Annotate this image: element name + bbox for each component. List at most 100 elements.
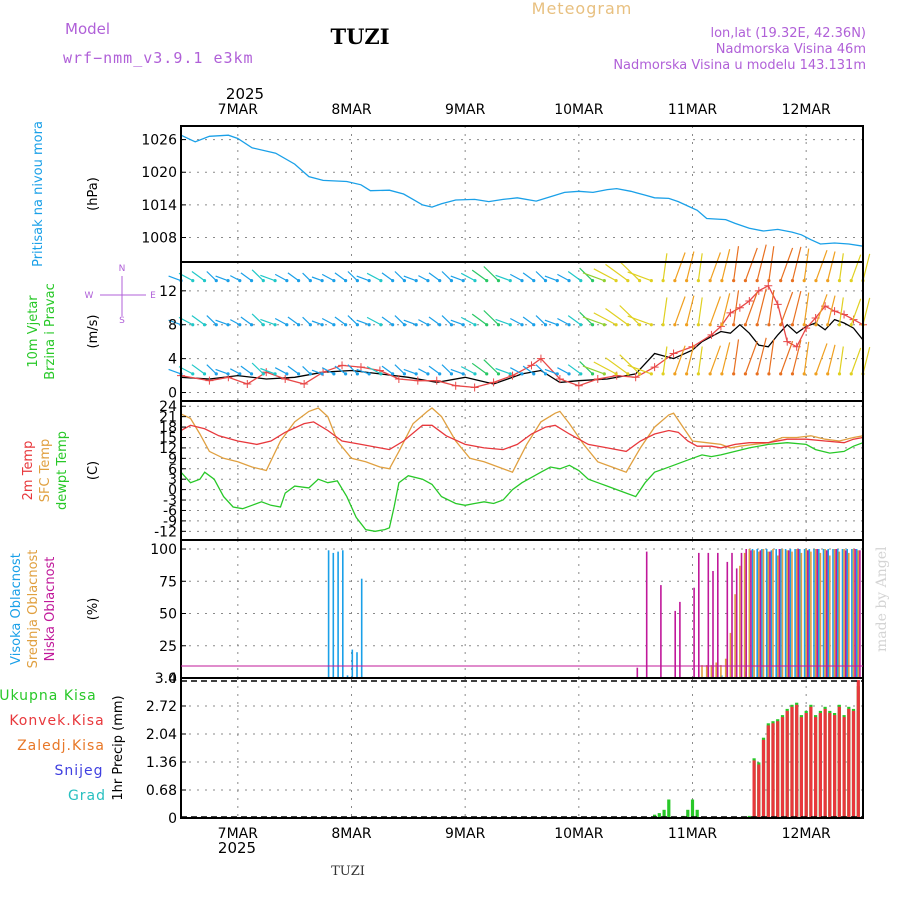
ytick-pressure: 1020 bbox=[141, 165, 177, 181]
ytick-cloud: 100 bbox=[150, 542, 177, 558]
wind-barb bbox=[311, 276, 323, 282]
wind-barb-dot bbox=[249, 372, 254, 376]
wind-barb bbox=[334, 272, 346, 282]
wind-barb-dot bbox=[520, 323, 524, 327]
wind-barb-dot bbox=[649, 279, 653, 283]
bar-cloud-1 bbox=[852, 549, 855, 678]
bar-cloud-2 bbox=[726, 561, 729, 678]
bar-cloud-1 bbox=[710, 665, 713, 678]
wind-barb-dot bbox=[579, 279, 583, 283]
ytick-temp: -9 bbox=[163, 514, 177, 530]
bar-cloud-1 bbox=[810, 551, 812, 678]
wind-barb bbox=[744, 247, 758, 281]
wind-barb bbox=[230, 319, 241, 326]
wind-barb-dot bbox=[661, 372, 665, 376]
wind-barb-dot bbox=[579, 323, 583, 327]
wind-barb bbox=[619, 354, 641, 375]
wind-barb-dot bbox=[779, 372, 783, 376]
wind-barb-dot bbox=[320, 372, 324, 376]
wind-barb-dot bbox=[379, 372, 383, 376]
bar-cloud-0 bbox=[780, 549, 782, 678]
wind-barb bbox=[356, 319, 370, 326]
day-label-top: 10MAR bbox=[554, 102, 603, 118]
wind-barb bbox=[495, 318, 511, 326]
wind-barb bbox=[347, 315, 358, 326]
wind-barb-dot bbox=[249, 323, 254, 327]
bar-precip-1 bbox=[795, 704, 799, 818]
bar-cloud-0 bbox=[770, 550, 773, 678]
bar-precip-0 bbox=[657, 813, 661, 818]
wind-barb-dot bbox=[661, 323, 665, 327]
wind-barb bbox=[495, 274, 511, 282]
bar-cloud-0 bbox=[346, 675, 349, 678]
precip-legend-item: Ukupna Kisa bbox=[0, 688, 97, 704]
wind-barb bbox=[619, 261, 641, 282]
wind-barb-dot bbox=[367, 323, 371, 327]
wind-barb bbox=[191, 315, 205, 326]
wind-barb-dot bbox=[249, 279, 254, 283]
wind-barb bbox=[428, 365, 441, 375]
wind-barb-dot bbox=[696, 323, 700, 327]
watermark: made by Angel bbox=[874, 546, 890, 652]
bar-cloud-1 bbox=[795, 549, 798, 678]
wind-barb bbox=[721, 293, 731, 325]
wind-barb bbox=[557, 317, 570, 326]
ytick-cloud: 75 bbox=[159, 574, 177, 590]
bar-cloud-2 bbox=[735, 568, 738, 678]
wind-barb-dot bbox=[637, 372, 642, 376]
wind-barb bbox=[605, 357, 629, 375]
bar-cloud-1 bbox=[800, 552, 803, 678]
wind-barb bbox=[311, 369, 323, 375]
wind-barb-dot bbox=[532, 372, 536, 376]
bar-cloud-1 bbox=[772, 549, 774, 678]
bar-cloud-0 bbox=[360, 578, 363, 678]
bar-cloud-0 bbox=[803, 549, 806, 678]
wind-barb bbox=[483, 359, 499, 375]
wind-barb-dot bbox=[614, 323, 618, 327]
bar-cloud-2 bbox=[759, 550, 762, 678]
wind-barb bbox=[334, 316, 346, 326]
wind-barb-dot bbox=[214, 372, 218, 376]
ytick-temp: 6 bbox=[168, 462, 177, 478]
wind-barb bbox=[791, 246, 802, 281]
wind-barb-dot bbox=[849, 279, 853, 283]
wind-barb bbox=[441, 315, 452, 326]
ytick-temp: 9 bbox=[168, 451, 177, 467]
wind-barb bbox=[744, 291, 758, 325]
wind-barb bbox=[251, 362, 264, 375]
wind-barb bbox=[356, 368, 370, 375]
wind-barb bbox=[403, 368, 417, 375]
series-temp-2 bbox=[180, 442, 864, 532]
wind-barb-dot bbox=[802, 323, 806, 327]
bar-precip-1 bbox=[785, 710, 789, 818]
ytick-precip: 1.36 bbox=[146, 755, 177, 771]
day-label-bottom: 8MAR bbox=[331, 826, 372, 842]
wind-barb bbox=[838, 253, 844, 281]
wind-barb-dot bbox=[555, 372, 559, 376]
ylabel-cloud: Srednja Oblacnost bbox=[26, 550, 41, 669]
wind-barb bbox=[744, 340, 758, 375]
wind-barb bbox=[510, 273, 523, 282]
bar-cloud-2 bbox=[816, 549, 818, 678]
ytick-precip: 3.4 bbox=[155, 671, 177, 687]
wind-barb bbox=[557, 367, 570, 375]
wind-barb-dot bbox=[767, 372, 771, 376]
wind-barb-dot bbox=[308, 279, 312, 283]
wind-barb bbox=[803, 341, 810, 374]
model-elevation-text: Nadmorska Visina u modelu 143.131m bbox=[613, 58, 866, 73]
wind-barb-dot bbox=[273, 279, 277, 283]
wind-barb-dot bbox=[285, 279, 289, 283]
bar-precip-1 bbox=[851, 710, 856, 818]
wind-barb bbox=[582, 365, 605, 375]
wind-barb bbox=[381, 272, 394, 282]
wind-barb-dot bbox=[814, 323, 818, 327]
bar-cloud-1 bbox=[857, 550, 860, 678]
bar-precip-0 bbox=[662, 809, 666, 818]
wind-barb bbox=[827, 344, 836, 375]
wind-barb bbox=[311, 320, 323, 326]
day-label-top: 12MAR bbox=[782, 102, 831, 118]
bar-cloud-2 bbox=[674, 610, 676, 678]
bar-cloud-1 bbox=[720, 665, 722, 678]
wind-barb-dot bbox=[826, 323, 830, 327]
bar-cloud-2 bbox=[859, 550, 861, 678]
